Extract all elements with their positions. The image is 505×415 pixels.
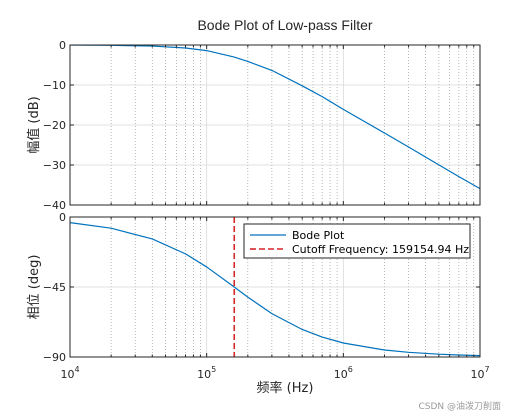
phase-x-label: 频率 (Hz) — [257, 380, 314, 396]
x-tick-label: 106 — [334, 365, 353, 381]
legend-label-bode-plot: Bode Plot — [292, 229, 345, 242]
legend-label-cutoff: Cutoff Frequency: 159154.94 Hz — [292, 243, 469, 256]
phase-x-ticks: 104 105 106 107 — [60, 217, 490, 381]
phase-y-ticks: 0 −45 −90 — [43, 211, 480, 364]
magnitude-y-ticks: 0 −10 −20 −30 −40 — [43, 39, 481, 212]
phase-y-label: 相位 (deg) — [27, 255, 42, 320]
magnitude-axes: 0 −10 −20 −30 −40 幅值 (dB) — [26, 39, 481, 212]
series-line — [69, 44, 481, 190]
magnitude-lines — [69, 44, 481, 190]
y-tick-label: −45 — [43, 281, 66, 294]
x-tick-label: 104 — [60, 365, 79, 381]
y-tick-label: −10 — [43, 79, 66, 92]
series-line — [69, 222, 481, 357]
y-tick-label: −40 — [43, 199, 66, 212]
chart-title: Bode Plot of Low-pass Filter — [197, 17, 372, 33]
phase-axes: 0 −45 −90 104 105 106 107 相位 (deg) 频率 (Hz) — [27, 211, 490, 396]
y-tick-label: 0 — [59, 39, 66, 52]
y-tick-label: −30 — [43, 159, 66, 172]
magnitude-y-label: 幅值 (dB) — [26, 96, 42, 153]
y-tick-label: −90 — [43, 351, 66, 364]
x-tick-label: 107 — [470, 365, 489, 381]
y-tick-label: −20 — [43, 119, 66, 132]
watermark-text: CSDN @油泼刀削面 — [418, 400, 501, 412]
phase-lines — [69, 217, 481, 357]
legend: Bode Plot Cutoff Frequency: 159154.94 Hz — [243, 223, 471, 259]
y-tick-label: 0 — [59, 211, 66, 224]
x-tick-label: 105 — [197, 365, 216, 381]
legend-box — [243, 223, 471, 259]
